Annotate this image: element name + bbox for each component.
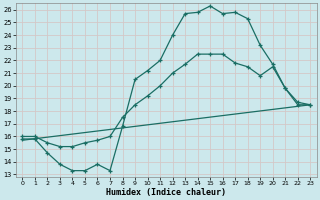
X-axis label: Humidex (Indice chaleur): Humidex (Indice chaleur) <box>106 188 226 197</box>
